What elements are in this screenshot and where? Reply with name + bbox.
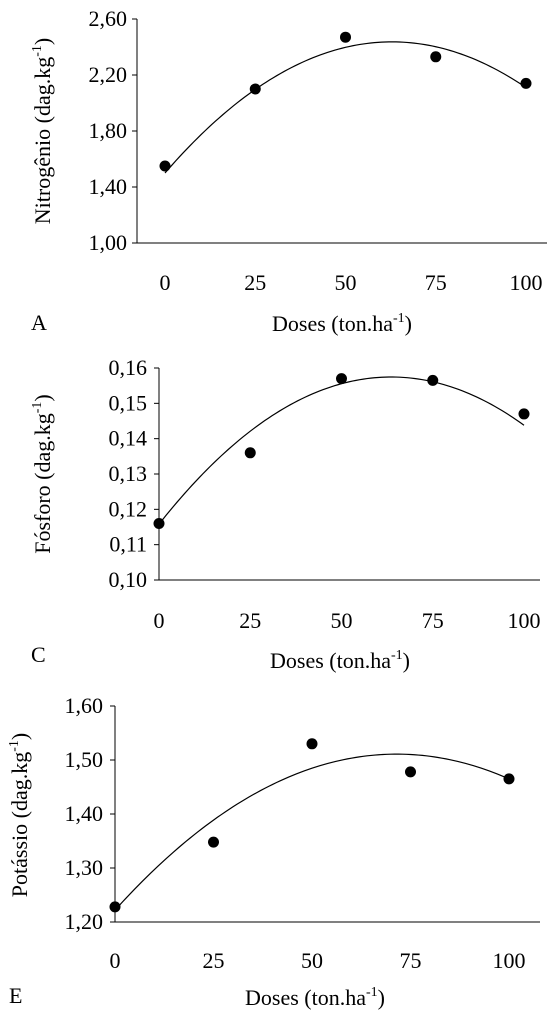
panel-label: E (9, 983, 22, 1008)
y-tick-label: 0,12 (109, 496, 148, 521)
trendline (158, 376, 525, 525)
y-axis-title: Potássio (dag.kg-1) (7, 733, 32, 897)
chart-panel-e: 1,20 1,30 1,40 1,50 1,60 0 25 50 75 100 Potássio… (7, 693, 540, 1010)
y-tick-label: 0,14 (109, 426, 148, 451)
x-tick-label: 75 (400, 948, 422, 973)
y-ticks: 0,10 0,11 0,12 0,13 0,14 0,15 0,16 (109, 355, 159, 592)
y-tick-label: 1,50 (65, 747, 104, 772)
x-ticks: 0 25 50 75 100 (160, 270, 543, 295)
data-point (109, 901, 121, 913)
x-tick-label: 25 (244, 270, 266, 295)
x-axis-title: Doses (ton.ha-1) (270, 648, 410, 673)
y-tick-label: 0,10 (109, 567, 148, 592)
trendline (164, 41, 527, 174)
x-tick-label: 75 (422, 608, 444, 633)
x-tick-label: 100 (508, 608, 541, 633)
panel-label: C (31, 642, 46, 667)
chart-panel-c: 0,100,110,120,130,140,150,16 0 25 50 75 100 … (30, 355, 541, 673)
x-tick-label: 0 (160, 270, 171, 295)
data-point (249, 83, 261, 95)
panel-label: A (31, 310, 47, 335)
y-tick-label: 1,40 (89, 174, 128, 199)
data-points (153, 373, 530, 529)
data-point (405, 766, 416, 778)
x-tick-label: 0 (110, 948, 121, 973)
x-tick-label: 50 (301, 948, 323, 973)
data-point (153, 517, 165, 529)
y-tick-label: 1,30 (65, 855, 104, 880)
y-ticks: 1,00 1,40 1,80 2,20 2,60 (89, 6, 137, 255)
y-tick-label: 2,60 (89, 6, 128, 31)
x-ticks: 0 25 50 75 100 (154, 608, 541, 633)
data-point (520, 77, 532, 89)
y-tick-label: 1,40 (65, 801, 104, 826)
x-axis-title: Doses (ton.ha-1) (272, 311, 412, 336)
y-tick-label: 0,13 (109, 461, 148, 486)
data-point (430, 51, 442, 63)
data-point (244, 447, 256, 459)
y-ticks: 1,20 1,30 1,40 1,50 1,60 (65, 693, 115, 934)
y-tick-label: 1,20 (65, 909, 104, 934)
y-tick-label: 1,80 (89, 118, 128, 143)
x-tick-label: 25 (203, 948, 225, 973)
x-ticks: 0 25 50 75 100 (110, 948, 526, 973)
y-tick-label: 1,60 (65, 693, 104, 718)
y-tick-label: 1,00 (89, 230, 128, 255)
y-axis-title: Fósforo (dag.kg-1) (30, 394, 55, 554)
x-tick-label: 100 (510, 270, 543, 295)
x-tick-label: 50 (335, 270, 357, 295)
x-tick-label: 25 (239, 608, 261, 633)
data-point (208, 836, 219, 848)
data-point (340, 31, 351, 43)
x-axis-title: Doses (ton.ha-1) (245, 985, 385, 1010)
data-point (427, 374, 439, 386)
y-tick-label: 0,15 (109, 390, 148, 415)
data-point (306, 738, 318, 750)
data-points (109, 738, 515, 913)
data-point (159, 160, 171, 172)
x-tick-label: 75 (425, 270, 447, 295)
y-tick-label: 2,20 (89, 62, 128, 87)
x-tick-label: 50 (331, 608, 353, 633)
y-axis-title: Nitrogênio (dag.kg-1) (30, 38, 55, 224)
data-point (503, 773, 515, 785)
data-points (159, 31, 532, 172)
x-tick-label: 100 (493, 948, 526, 973)
x-tick-label: 0 (154, 608, 165, 633)
y-tick-label: 0,11 (109, 532, 147, 557)
data-point (336, 373, 347, 385)
y-tick-label: 0,16 (109, 355, 148, 380)
chart-panel-a: 1,00 1,40 1,80 2,20 2,60 0 25 50 75 100 Nitrogên… (30, 6, 547, 336)
data-point (518, 408, 530, 420)
trendline (114, 753, 510, 911)
